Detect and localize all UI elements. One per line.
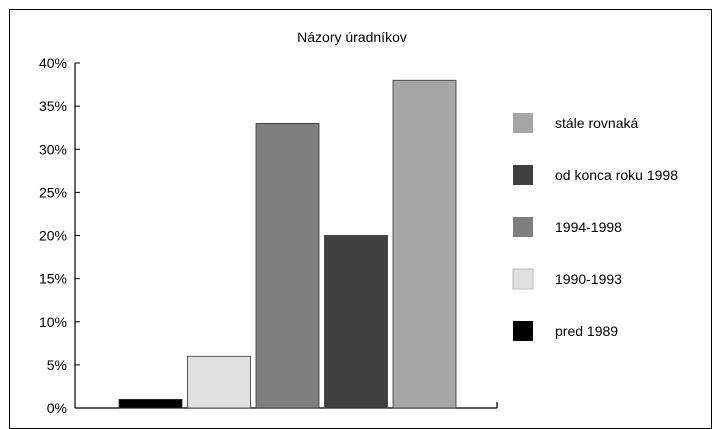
y-tick-label: 30% xyxy=(39,141,67,157)
legend: stále rovnaká od konca roku 1998 1994-1998… xyxy=(512,113,678,341)
y-tick-label: 25% xyxy=(39,184,67,200)
y-tick-label: 40% xyxy=(39,55,67,71)
bar xyxy=(392,79,457,409)
legend-swatch xyxy=(513,217,533,237)
y-tick-label: 0% xyxy=(47,400,67,416)
y-tick-label: 35% xyxy=(39,98,67,114)
y-tick-label: 15% xyxy=(39,271,67,287)
chart-title: Názory úradníkov xyxy=(297,29,407,45)
bars xyxy=(118,79,457,409)
legend-label: pred 1989 xyxy=(555,323,618,339)
legend-swatch xyxy=(513,113,533,133)
y-tick-labels: 0% 5% 10% 15% 20% 25% 30% 35% 40% xyxy=(39,55,67,416)
legend-swatch xyxy=(512,268,534,290)
legend-label: 1990-1993 xyxy=(555,271,622,287)
legend-swatch xyxy=(513,165,533,185)
y-tick-label: 10% xyxy=(39,314,67,330)
bar xyxy=(118,398,183,409)
y-tick-label: 5% xyxy=(47,357,67,373)
y-tick-label: 20% xyxy=(39,228,67,244)
bar xyxy=(187,355,251,409)
legend-label: 1994-1998 xyxy=(555,219,622,235)
bar xyxy=(255,122,320,409)
legend-swatch xyxy=(513,321,533,341)
bar xyxy=(324,235,388,409)
legend-label: stále rovnaká xyxy=(555,115,638,131)
legend-label: od konca roku 1998 xyxy=(555,167,678,183)
